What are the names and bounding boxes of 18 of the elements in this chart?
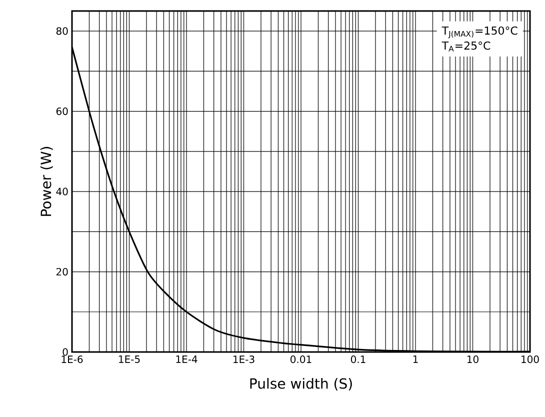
y-axis-title: Power (W): [40, 146, 53, 216]
y-tick-label: 20: [56, 268, 68, 276]
y-tick-label: 0: [62, 348, 68, 356]
x-tick-label: 1E-6: [62, 356, 83, 364]
y-tick-label: 40: [56, 188, 68, 196]
x-tick-label: 100: [522, 356, 539, 364]
x-tick-label: 1E-5: [119, 356, 140, 363]
y-tick-label: 60: [56, 108, 68, 116]
x-tick-label: 0.1: [350, 356, 366, 364]
x-tick-label: 1E-3: [234, 356, 254, 364]
x-tick-label: 1E-4: [176, 356, 198, 363]
x-tick-label: 0.01: [290, 356, 312, 364]
y-tick-label: 80: [56, 27, 68, 35]
annotation: T$_{J(MAX)}$=150°C: [442, 26, 518, 38]
x-tick-label: 1: [413, 356, 418, 363]
x-tick-label: 10: [467, 356, 478, 364]
annotation: T$_{A}$=25°C: [442, 41, 490, 52]
x-axis-title: Pulse width (S): [250, 378, 352, 390]
